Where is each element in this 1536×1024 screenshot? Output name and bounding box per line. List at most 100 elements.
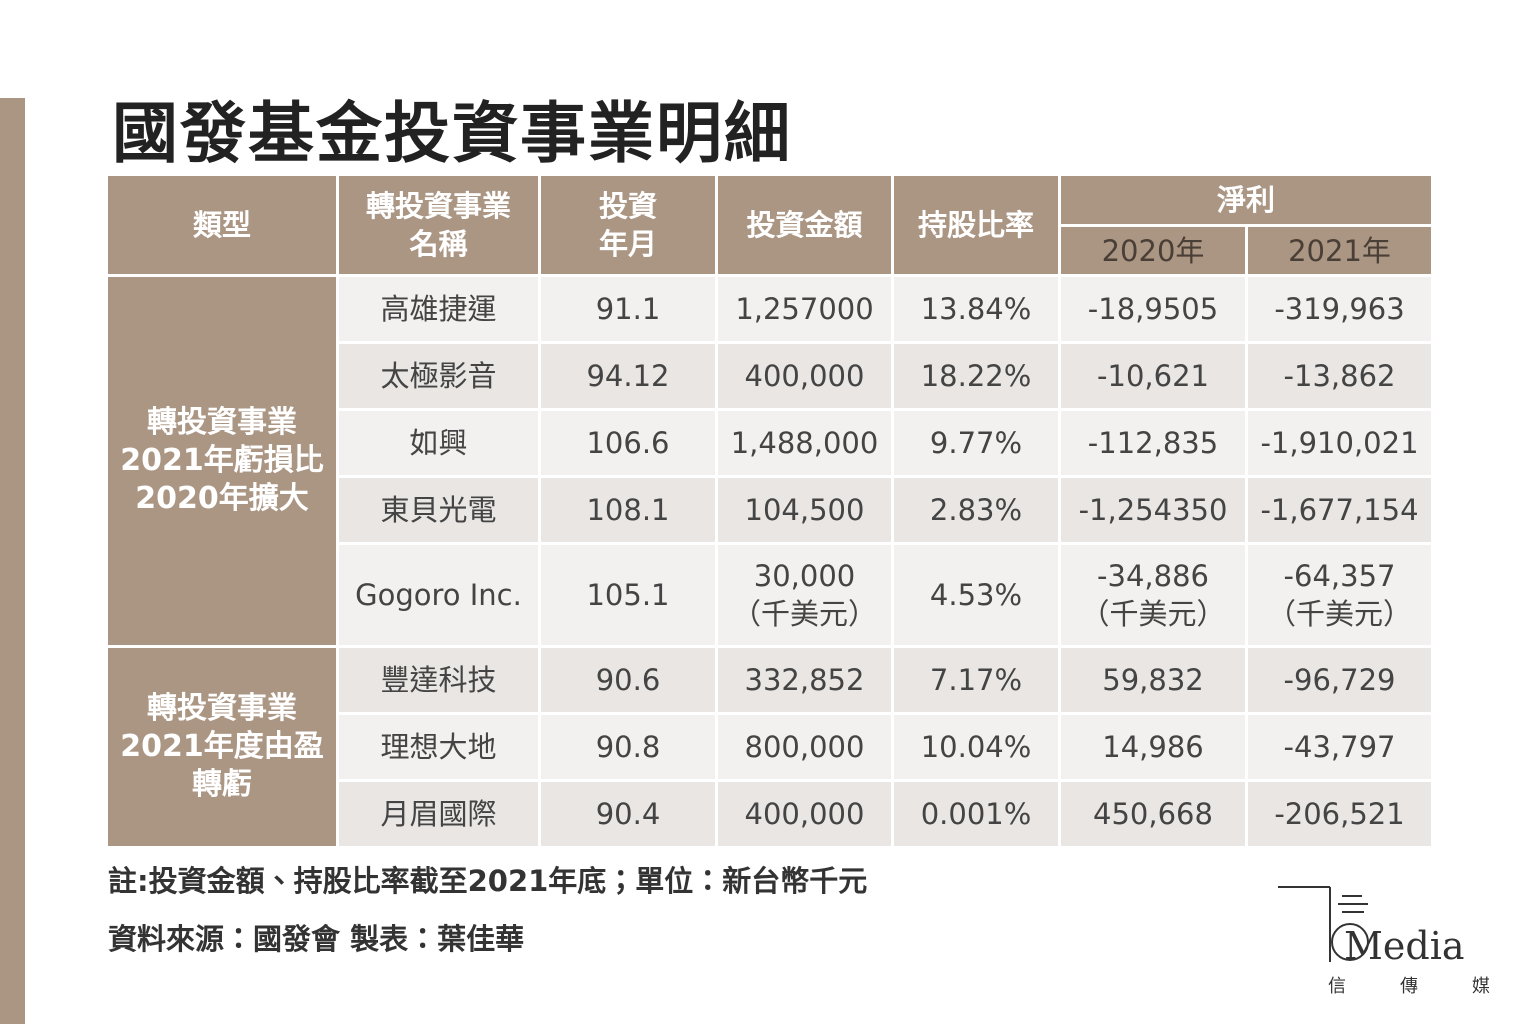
note: 註:投資金額、持股比率截至2021年底；單位：新台幣千元 <box>108 864 868 898</box>
data-cell: 90.4 <box>538 779 718 849</box>
data-row: Gogoro Inc. 105.1 30,000 （千美元） 4.53% -34,886 （… <box>107 542 1435 648</box>
source: 資料來源：國發會 製表：葉佳華 <box>108 922 525 956</box>
header-row: 類型 轉投資事業 名稱 投資 年月 投資金額 持股比率 淨利 <box>105 173 1435 277</box>
data-cell: Gogoro Inc. <box>336 542 541 648</box>
data-cell: 106.6 <box>538 408 718 478</box>
cell-line: 持股比率 <box>917 208 1034 242</box>
cell-line: 2021年度由盈 <box>120 729 324 764</box>
data-cell: -1,910,021 <box>1244 408 1435 478</box>
data-cell: 450,668 <box>1058 779 1248 849</box>
cell-line: 淨利 <box>1217 183 1276 217</box>
data-cell: -96,729 <box>1244 645 1435 715</box>
data-cell: -206,521 <box>1244 779 1435 849</box>
data-cell: 2.83% <box>891 475 1061 545</box>
header-cell: 投資金額 <box>715 173 894 277</box>
logo-word: Media <box>1344 924 1465 968</box>
cell-line: 名稱 <box>409 227 468 261</box>
data-cell: -34,886 （千美元） <box>1058 542 1248 648</box>
cell-line: 類型 <box>192 208 251 242</box>
data-cell: 94.12 <box>538 341 718 411</box>
data-cell: 13.84% <box>891 274 1061 344</box>
data-cell: 9.77% <box>891 408 1061 478</box>
data-cell: 30,000 （千美元） <box>715 542 894 648</box>
title: 國發基金投資事業明細 <box>112 95 792 172</box>
header-cell: 淨利 <box>1057 173 1435 227</box>
cell-line: -34,886 <box>1097 559 1209 593</box>
data-cell: 18.22% <box>891 341 1061 411</box>
header-cell: 轉投資事業 名稱 <box>336 173 541 277</box>
data-cell: 1,488,000 <box>715 408 894 478</box>
data-row: 如興 106.6 1,488,000 9.77% -112,835 -1,910,021 <box>107 408 1435 478</box>
data-cell: 理想大地 <box>336 712 541 782</box>
data-cell: 10.04% <box>891 712 1061 782</box>
investment-table: 類型 轉投資事業 名稱 投資 年月 投資金額 持股比率 淨利 2020年 2021年 轉投資事業 20… <box>105 173 1435 849</box>
logo-char: 傳 <box>1400 976 1418 997</box>
cell-line: 轉投資事業 <box>365 189 511 223</box>
data-row: 太極影音 94.12 400,000 18.22% -10,621 -13,862 <box>107 341 1435 411</box>
data-cell: 105.1 <box>538 542 718 648</box>
data-cell: 90.6 <box>538 645 718 715</box>
data-cell: -64,357 （千美元） <box>1244 542 1435 648</box>
data-cell: 332,852 <box>715 645 894 715</box>
logo-char: 信 <box>1328 976 1346 997</box>
data-cell: 91.1 <box>538 274 718 344</box>
cell-line: -64,357 <box>1283 559 1396 593</box>
data-cell: 7.17% <box>891 645 1061 715</box>
data-cell: 東貝光電 <box>336 475 541 545</box>
data-row: 轉投資事業 2021年度由盈 轉虧 豐達科技 90.6 332,852 7.17% 59,83… <box>105 645 1435 849</box>
cell-line: 2021年虧損比 <box>120 443 324 478</box>
side-bar <box>0 98 25 1024</box>
data-cell: 59,832 <box>1058 645 1248 715</box>
cell-line: （千美元） <box>731 597 877 631</box>
logo-char: 媒 <box>1472 976 1490 997</box>
data-cell: 高雄捷運 <box>336 274 541 344</box>
header-cell: 投資 年月 <box>538 173 718 277</box>
data-row: 理想大地 90.8 800,000 10.04% 14,986 -43,797 <box>107 712 1435 782</box>
data-cell: -319,963 <box>1244 274 1435 344</box>
data-cell: 0.001% <box>891 779 1061 849</box>
subheader-row: 2020年 2021年 <box>107 224 1435 277</box>
data-row: 轉投資事業 2021年虧損比 2020年擴大 高雄捷運 91.1 1,257000 13.8… <box>105 274 1435 648</box>
cell-line: （千美元） <box>1080 597 1226 631</box>
subheader-cell: 2021年 <box>1244 224 1435 277</box>
data-cell: 104,500 <box>715 475 894 545</box>
data-cell: 月眉國際 <box>336 779 541 849</box>
data-cell: -43,797 <box>1244 712 1435 782</box>
logo: Media 信 傳 媒 <box>1278 886 1490 997</box>
data-cell: 400,000 <box>715 779 894 849</box>
data-cell: 如興 <box>336 408 541 478</box>
cell-line: 轉投資事業 <box>147 691 297 726</box>
cell-line: 轉投資事業 <box>147 405 297 440</box>
cell-line: 2020年擴大 <box>135 481 309 516</box>
subheader-cell: 2020年 <box>1058 224 1248 277</box>
cell-line: （千美元） <box>1267 597 1413 631</box>
cell-line: 30,000 <box>753 559 856 593</box>
data-cell: -13,862 <box>1244 341 1435 411</box>
type-cell: 轉投資事業 2021年虧損比 2020年擴大 <box>105 274 339 648</box>
data-cell: -1,254350 <box>1058 475 1248 545</box>
data-cell: 1,257000 <box>715 274 894 344</box>
cell-line: 投資金額 <box>746 208 863 242</box>
data-cell: 豐達科技 <box>336 645 541 715</box>
data-cell: -112,835 <box>1058 408 1248 478</box>
data-cell: 90.8 <box>538 712 718 782</box>
data-cell: -1,677,154 <box>1244 475 1435 545</box>
data-cell: 800,000 <box>715 712 894 782</box>
data-cell: 4.53% <box>891 542 1061 648</box>
data-cell: -18,9505 <box>1058 274 1248 344</box>
cell-line: 轉虧 <box>192 767 252 802</box>
data-cell: 太極影音 <box>336 341 541 411</box>
data-cell: -10,621 <box>1058 341 1248 411</box>
cell-line: 投資 <box>598 189 657 223</box>
type-cell: 轉投資事業 2021年度由盈 轉虧 <box>105 645 339 849</box>
header-cell: 持股比率 <box>891 173 1061 277</box>
data-row: 月眉國際 90.4 400,000 0.001% 450,668 -206,521 <box>107 779 1435 849</box>
data-cell: 108.1 <box>538 475 718 545</box>
data-row: 東貝光電 108.1 104,500 2.83% -1,254350 -1,677,154 <box>107 475 1435 545</box>
cell-line: 年月 <box>598 227 657 261</box>
data-cell: 14,986 <box>1058 712 1248 782</box>
header-cell: 類型 <box>105 173 339 277</box>
data-cell: 400,000 <box>715 341 894 411</box>
